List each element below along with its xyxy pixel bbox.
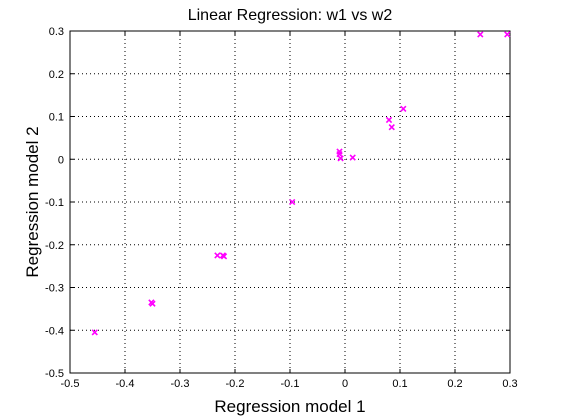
data-point [388, 124, 395, 131]
x-tick-label: -0.2 [226, 378, 245, 390]
data-point [349, 154, 356, 161]
y-tick-label: -0.5 [45, 368, 64, 380]
x-tick-label: -0.3 [171, 378, 190, 390]
x-tick-label: -0.5 [61, 378, 80, 390]
x-axis-label: Regression model 1 [214, 397, 365, 416]
data-point [336, 150, 343, 158]
x-tick-label: 0.1 [392, 378, 407, 390]
y-tick-label: 0 [58, 154, 64, 166]
x-tick-label: 0 [342, 378, 348, 390]
x-tick-label: 0.3 [502, 378, 517, 390]
y-tick-label: -0.4 [45, 325, 64, 337]
data-point [477, 31, 484, 38]
data-point [289, 198, 296, 206]
data-point [504, 31, 511, 38]
grid-lines [70, 31, 510, 373]
axis-ticks: -0.5 -0.4 -0.3 -0.2 -0.1 0 0.1 0.2 0.3 -0.5 -0.4 -0… [45, 26, 518, 390]
y-tick-label: 0.3 [49, 26, 64, 38]
data-point [91, 329, 98, 336]
chart-title: Linear Regression: w1 vs w2 [188, 7, 393, 24]
data-points [91, 31, 511, 336]
data-point [214, 252, 221, 259]
data-point [337, 155, 344, 162]
y-axis-label: Regression model 2 [23, 126, 42, 277]
y-tick-label: -0.1 [45, 197, 64, 209]
data-point [220, 253, 228, 260]
x-tick-label: 0.2 [447, 378, 462, 390]
data-point [149, 300, 156, 307]
x-tick-label: -0.4 [116, 378, 135, 390]
data-point [385, 116, 393, 124]
y-tick-label: 0.2 [49, 69, 64, 81]
y-tick-label: -0.3 [45, 283, 64, 295]
data-point [400, 105, 407, 112]
y-tick-label: -0.2 [45, 240, 64, 252]
x-tick-label: -0.1 [281, 378, 300, 390]
y-tick-label: 0.1 [49, 112, 64, 124]
